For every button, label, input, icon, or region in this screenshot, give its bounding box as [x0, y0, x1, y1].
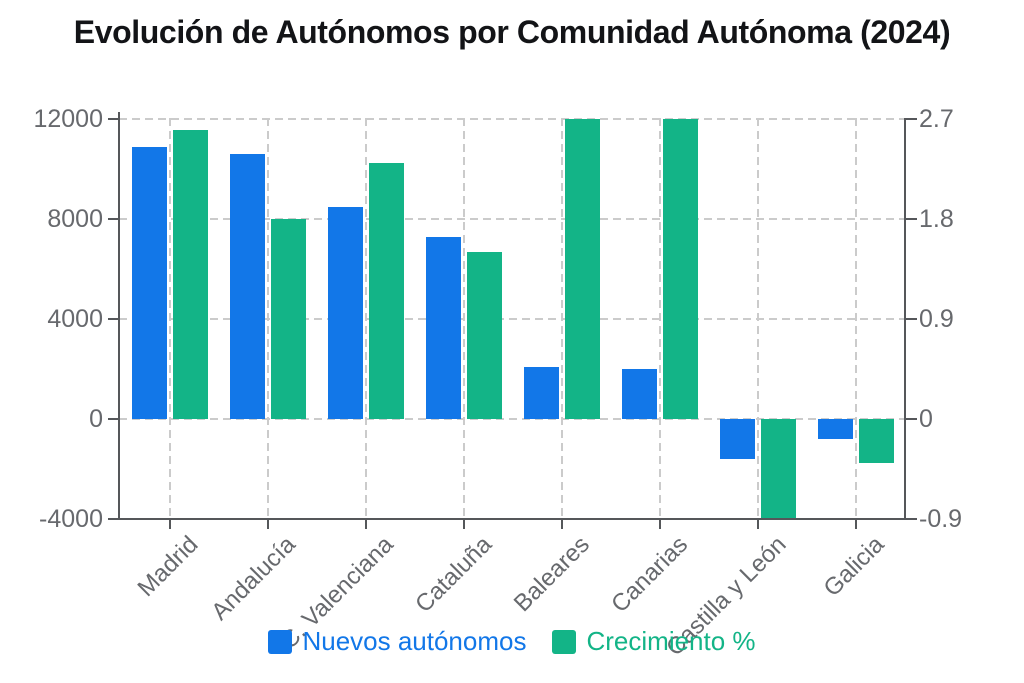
- y-right-tick: [906, 118, 917, 120]
- x-tick: [757, 520, 759, 529]
- y-right-tick-label: 0.9: [919, 305, 954, 333]
- v-gridline: [561, 118, 563, 518]
- bar-crecimiento-baleares[interactable]: [565, 119, 600, 419]
- y-left-tick: [108, 318, 119, 320]
- bar-nuevos-autonomos-cataluna[interactable]: [426, 236, 461, 419]
- x-tick: [855, 520, 857, 529]
- y-left-tick: [108, 418, 119, 420]
- bar-nuevos-autonomos-baleares[interactable]: [524, 366, 559, 419]
- h-gridline: [119, 418, 905, 420]
- x-tick-label-madrid: Madrid: [132, 531, 204, 602]
- v-gridline: [267, 118, 269, 518]
- legend-item-crecimiento[interactable]: Crecimiento %: [552, 626, 756, 657]
- x-tick: [267, 520, 269, 529]
- x-tick-label-canarias: Canarias: [606, 531, 694, 619]
- bar-crecimiento-madrid[interactable]: [173, 130, 208, 419]
- v-gridline: [169, 118, 171, 518]
- x-tick-label-galicia: Galicia: [818, 531, 890, 602]
- bar-nuevos-autonomos-canarias[interactable]: [622, 369, 657, 419]
- v-gridline: [855, 118, 857, 518]
- x-tick: [169, 520, 171, 529]
- y-left-tick-label: 0: [89, 405, 103, 433]
- bar-crecimiento-castilla-y-leon[interactable]: [761, 419, 796, 519]
- bar-crecimiento-cataluna[interactable]: [467, 252, 502, 419]
- y-left-tick-label: 4000: [47, 305, 103, 333]
- bar-nuevos-autonomos-madrid[interactable]: [132, 146, 167, 419]
- v-gridline: [659, 118, 661, 518]
- y-right-tick-label: 2.7: [919, 105, 954, 133]
- x-tick-label-baleares: Baleares: [509, 531, 596, 618]
- chart-title: Evolución de Autónomos por Comunidad Aut…: [73, 14, 951, 50]
- y-left-tick: [108, 218, 119, 220]
- x-tick: [659, 520, 661, 529]
- h-gridline: [119, 118, 905, 120]
- bar-crecimiento-andalucia[interactable]: [271, 219, 306, 419]
- bar-crecimiento-c-valenciana[interactable]: [369, 163, 404, 419]
- legend-label: Crecimiento %: [586, 626, 756, 656]
- bar-nuevos-autonomos-c-valenciana[interactable]: [328, 206, 363, 419]
- y-axis-left-line: [118, 112, 120, 520]
- h-gridline: [119, 218, 905, 220]
- v-gridline: [757, 118, 759, 518]
- y-right-tick: [906, 218, 917, 220]
- h-gridline: [119, 318, 905, 320]
- bar-nuevos-autonomos-andalucia[interactable]: [230, 154, 265, 419]
- y-axis-right-line: [904, 118, 906, 520]
- y-right-tick: [906, 318, 917, 320]
- y-right-tick: [906, 518, 917, 520]
- y-right-tick-label: 0: [919, 405, 933, 433]
- y-right-tick-label: 1.8: [919, 205, 954, 233]
- v-gridline: [365, 118, 367, 518]
- legend-swatch-crecimiento: [552, 629, 577, 654]
- y-right-tick-label: -0.9: [919, 505, 963, 533]
- bar-nuevos-autonomos-castilla-y-leon[interactable]: [720, 419, 755, 459]
- x-tick: [365, 520, 367, 529]
- legend: Nuevos autónomos Crecimiento %: [0, 626, 1024, 657]
- bar-crecimiento-canarias[interactable]: [663, 119, 698, 419]
- x-tick-label-andalucia: Andalucía: [206, 531, 302, 626]
- x-tick-label-cataluna: Cataluña: [410, 531, 498, 619]
- y-left-tick: [108, 118, 119, 120]
- y-left-tick-label: 12000: [33, 105, 103, 133]
- x-tick: [463, 520, 465, 529]
- y-left-tick: [108, 518, 119, 520]
- x-tick: [561, 520, 563, 529]
- legend-label: Nuevos autónomos: [302, 626, 527, 656]
- v-gridline: [463, 118, 465, 518]
- bar-crecimiento-galicia[interactable]: [859, 419, 894, 464]
- x-axis-line: [118, 518, 906, 520]
- legend-item-nuevos-autonomos[interactable]: Nuevos autónomos: [268, 626, 526, 657]
- legend-swatch-nuevos-autonomos: [268, 629, 293, 654]
- y-left-tick-label: -4000: [39, 505, 103, 533]
- y-right-tick: [906, 418, 917, 420]
- y-left-tick-label: 8000: [47, 205, 103, 233]
- bar-nuevos-autonomos-galicia[interactable]: [818, 419, 853, 439]
